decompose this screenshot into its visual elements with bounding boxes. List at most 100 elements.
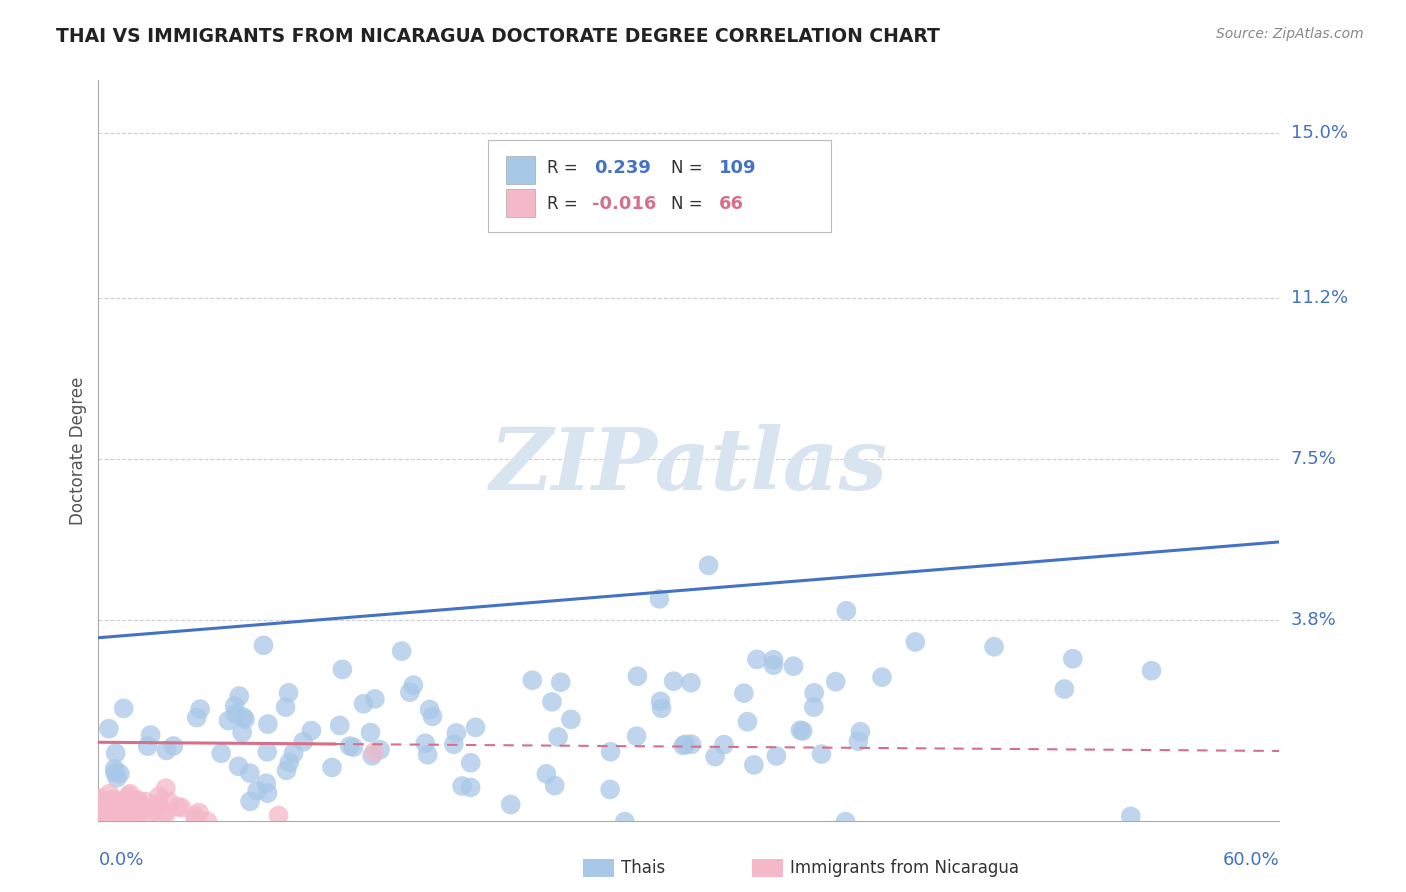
Point — [672, 618, 695, 632]
Point — [675, 616, 697, 631]
Text: 7.5%: 7.5% — [1291, 450, 1337, 468]
Text: ZIPatlas: ZIPatlas — [489, 424, 889, 507]
Point — [361, 637, 384, 651]
Point — [104, 752, 127, 766]
Point — [1119, 747, 1142, 762]
Point — [90, 714, 112, 729]
Text: Immigrants from Nicaragua: Immigrants from Nicaragua — [790, 859, 1019, 877]
Point — [422, 566, 444, 580]
Point — [233, 571, 256, 585]
Text: 60.0%: 60.0% — [1223, 851, 1279, 869]
Point — [339, 620, 361, 634]
Point — [127, 749, 149, 764]
Point — [246, 701, 269, 715]
Point — [108, 723, 131, 738]
Point — [697, 291, 720, 305]
Point — [416, 635, 439, 649]
Point — [399, 522, 422, 536]
Point — [224, 547, 246, 561]
Point — [97, 740, 120, 755]
Text: 15.0%: 15.0% — [1291, 123, 1347, 142]
Point — [835, 374, 858, 388]
Point — [321, 658, 343, 673]
Point — [94, 728, 117, 742]
Point — [103, 723, 125, 737]
Point — [274, 549, 297, 563]
Point — [107, 737, 129, 751]
Point — [364, 534, 387, 549]
Point — [267, 746, 290, 760]
Point — [446, 596, 468, 610]
Point — [599, 698, 621, 713]
Text: R =: R = — [547, 195, 583, 213]
Point — [299, 591, 322, 606]
Point — [792, 592, 814, 607]
Point — [277, 523, 299, 537]
Point — [98, 729, 121, 743]
Point — [135, 721, 157, 735]
Point — [143, 739, 166, 753]
Point — [166, 730, 188, 744]
Point — [118, 764, 141, 779]
Point — [232, 566, 254, 581]
Point — [118, 725, 141, 739]
Text: 11.2%: 11.2% — [1291, 289, 1348, 307]
Point — [97, 588, 120, 602]
Point — [118, 706, 141, 721]
Point — [342, 622, 364, 636]
Point — [254, 687, 277, 701]
Point — [650, 551, 672, 566]
Text: 66: 66 — [718, 195, 744, 213]
Point — [1062, 461, 1084, 475]
Point — [217, 574, 239, 588]
Point — [283, 632, 305, 647]
Point — [127, 720, 149, 734]
Point — [363, 631, 385, 645]
Point — [139, 747, 162, 762]
Point — [96, 742, 118, 756]
Point — [451, 692, 474, 706]
Point — [765, 638, 787, 652]
Point — [599, 630, 621, 644]
Point — [904, 430, 927, 444]
Point — [107, 759, 129, 773]
Point — [155, 696, 177, 710]
Point — [713, 617, 735, 632]
Point — [679, 504, 702, 518]
Point — [1053, 516, 1076, 530]
Point — [228, 529, 250, 543]
FancyBboxPatch shape — [506, 189, 536, 218]
Point — [544, 691, 567, 706]
Point — [499, 726, 522, 740]
Point — [107, 771, 129, 785]
Point — [460, 695, 482, 709]
Point — [460, 650, 482, 665]
Text: 0.239: 0.239 — [595, 159, 651, 177]
Point — [252, 436, 274, 450]
Point — [613, 757, 636, 772]
FancyBboxPatch shape — [506, 156, 536, 184]
Point — [136, 620, 159, 634]
Point — [157, 720, 180, 734]
Point — [89, 731, 111, 746]
Point — [103, 727, 125, 741]
Point — [983, 439, 1005, 453]
Point — [810, 634, 832, 648]
Point — [107, 729, 129, 743]
Text: R =: R = — [547, 159, 583, 177]
Point — [148, 711, 170, 725]
Point — [224, 561, 246, 575]
Point — [153, 739, 176, 754]
Text: Source: ZipAtlas.com: Source: ZipAtlas.com — [1216, 27, 1364, 41]
Point — [360, 595, 382, 609]
Point — [681, 616, 703, 631]
Point — [541, 539, 564, 553]
Point — [122, 764, 145, 778]
Point — [121, 751, 143, 765]
Text: 0.0%: 0.0% — [98, 851, 143, 869]
Point — [188, 740, 211, 755]
Text: Thais: Thais — [621, 859, 665, 877]
Point — [104, 752, 127, 766]
Point — [803, 549, 825, 563]
Point — [117, 729, 139, 743]
